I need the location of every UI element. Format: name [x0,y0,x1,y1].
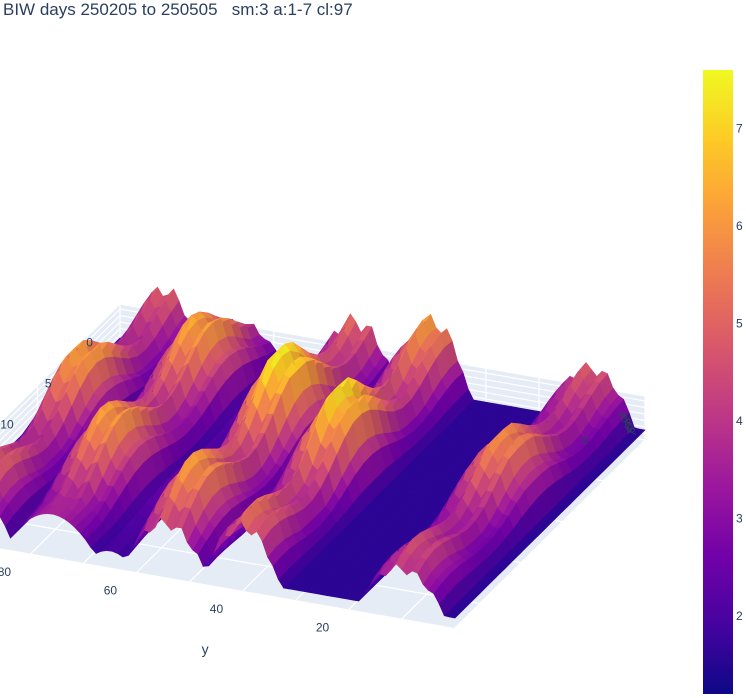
surface-cell [0,458,4,463]
x-gridline [0,518,480,605]
surface-cell [0,490,3,503]
y-tick-label: 60 [104,584,118,598]
colorbar [703,70,733,694]
y-tick-label: 20 [316,621,330,635]
y-axis-title: y [202,641,209,657]
x-tick-label: 5 [45,376,52,390]
colorbar-tick-label: 2 [736,609,743,623]
z-axis-title: z [582,431,589,447]
colorbar-ticks: 2 3 4 5 6 7 [736,122,743,624]
colorbar-tick-label: 5 [736,317,743,331]
colorbar-tick-label: 4 [736,414,743,428]
z-tick-label: 6 [623,424,638,435]
z-tick-label: 1 [616,409,631,420]
surface[interactable] [0,286,646,619]
z-tick-label: 2 [617,412,632,423]
surface-cell [0,444,9,451]
axis-labels: 05101520204060801234567xyz [0,336,640,657]
colorbar-tick-label: 7 [736,122,743,136]
z-tick-label: 4 [620,418,635,429]
surface-cell [0,446,7,460]
chart-title: BIW days 250205 to 250505 sm:3 a:1-7 cl:… [3,0,353,19]
y-tick-label: 40 [210,602,224,616]
x-tick-label: 10 [0,417,14,431]
surface-cell [0,460,6,482]
colorbar-tick-label: 3 [736,512,743,526]
x-tick-label: 0 [86,336,93,350]
surface-cell [0,446,1,448]
z-tick-label: 7 [625,427,640,438]
surface-cell [0,472,12,499]
surface-cell [0,503,14,527]
surface-cell [0,497,9,517]
y-tick-label: 80 [0,565,11,579]
z-tick-label: 5 [622,421,637,432]
z-tick-label: 3 [619,415,634,426]
colorbar-tick-label: 6 [736,219,743,233]
y-gridline [454,439,646,629]
